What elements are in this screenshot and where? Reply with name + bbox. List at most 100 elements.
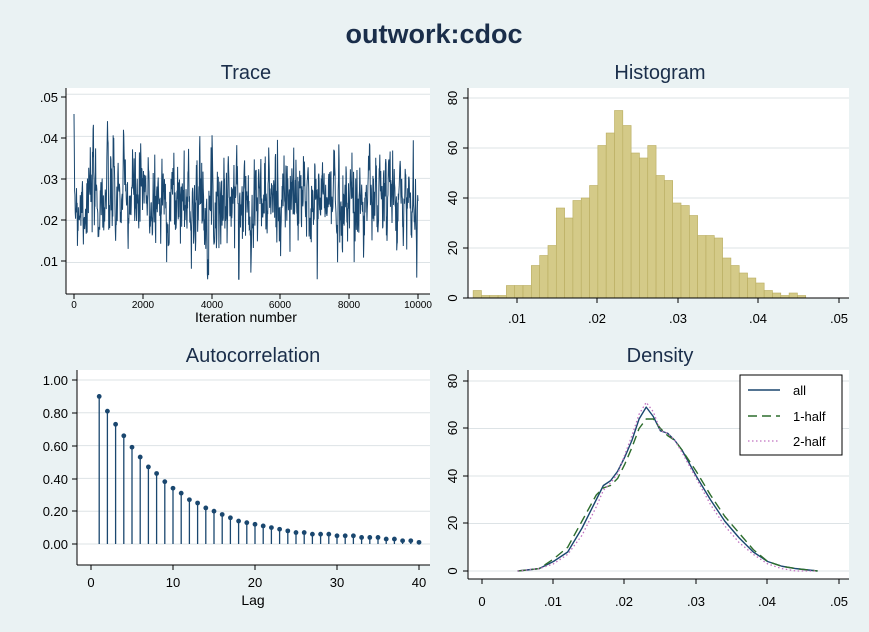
density-y-ticks: 0 20 40 60 80 [445, 374, 468, 575]
density-xtick-label: 0 [478, 594, 485, 609]
histogram-x-ticks: .01 .02 .03 .04 .05 [508, 298, 848, 326]
autocorrelation-point [236, 518, 242, 524]
autocorrelation-x-ticks: 0 10 20 30 40 [87, 565, 426, 590]
histogram-ytick-label: 80 [445, 91, 460, 105]
histogram-ytick-label: 40 [445, 191, 460, 205]
histogram-bar [689, 215, 698, 299]
histogram-bar [672, 202, 682, 299]
histogram-bar [506, 285, 516, 299]
histogram-bar [630, 152, 640, 299]
autocorrelation-point [105, 408, 110, 414]
autocorrelation-point [96, 394, 102, 399]
autocorrelation-point [252, 521, 258, 527]
autocorrelation-ytick-label: 0.40 [43, 472, 68, 487]
autocorrelation-xtick-label: 20 [248, 575, 262, 590]
trace-line [73, 113, 419, 280]
density-panel: Density 0 20 40 60 80 0 .01 .02 [445, 345, 849, 609]
histogram-y-ticks: 0 20 40 60 80 [445, 91, 468, 302]
histogram-bar [647, 145, 657, 299]
histogram-bar [639, 157, 649, 299]
histogram-bar [614, 110, 624, 299]
autocorrelation-y-ticks: 0.00 0.20 0.40 0.60 0.80 1.00 [43, 373, 77, 552]
trace-title: Trace [221, 62, 271, 84]
trace-xtick-label: 6000 [269, 300, 292, 311]
histogram-bar [472, 290, 482, 299]
autocorrelation-point [285, 528, 291, 534]
autocorrelation-point [146, 464, 151, 470]
density-ytick-label: 20 [445, 516, 460, 530]
autocorrelation-point [351, 533, 356, 539]
autocorrelation-point [187, 497, 192, 503]
trace-x-axis-label: Iteration number [195, 309, 297, 325]
autocorrelation-point [383, 536, 389, 542]
histogram-ytick-label: 0 [445, 294, 460, 301]
density-line-1-half [517, 418, 818, 572]
autocorrelation-xtick-label: 40 [412, 575, 426, 590]
autocorrelation-point [359, 535, 364, 540]
histogram-bar [564, 217, 574, 299]
legend-label-1-half: 1-half [793, 409, 826, 424]
legend-box [739, 374, 843, 456]
histogram-bar [680, 205, 690, 299]
autocorrelation-point [318, 531, 323, 537]
autocorrelation-point [334, 533, 340, 539]
density-xtick-label: .03 [687, 594, 705, 609]
density-xtick-label: .05 [830, 594, 848, 609]
density-title: Density [627, 345, 694, 367]
autocorrelation-ytick-label: 0.20 [43, 504, 68, 519]
autocorrelation-xtick-label: 0 [87, 575, 94, 590]
density-line-2-half [517, 401, 818, 572]
histogram-ytick-label: 20 [445, 241, 460, 255]
histogram-bar [531, 265, 540, 299]
histogram-bar [539, 255, 549, 299]
autocorrelation-ytick-label: 0.60 [43, 439, 68, 454]
histogram-xtick-label: .02 [588, 311, 606, 326]
histogram-xtick-label: .05 [830, 311, 848, 326]
histogram-xtick-label: .04 [749, 311, 767, 326]
legend-label-all: all [793, 383, 806, 398]
histogram-bar [655, 175, 665, 299]
autocorrelation-plot-area [77, 370, 430, 565]
autocorrelation-panel: Autocorrelation 0.00 0.20 0.40 0.60 0.80… [43, 345, 430, 608]
density-ytick-label: 40 [445, 469, 460, 483]
autocorrelation-point [121, 433, 127, 439]
autocorrelation-point [162, 479, 168, 485]
autocorrelation-point [113, 421, 118, 427]
autocorrelation-xtick-label: 30 [330, 575, 344, 590]
histogram-bar [747, 277, 757, 299]
autocorrelation-point [137, 454, 143, 460]
autocorrelation-point [326, 531, 332, 537]
histogram-bar [597, 145, 607, 299]
histogram-bar [664, 180, 674, 299]
histogram-bar [788, 292, 798, 299]
histogram-bar [755, 282, 765, 299]
histogram-bar [705, 235, 715, 299]
trace-ytick-label: .02 [40, 213, 58, 228]
autocorrelation-ytick-label: 0.80 [43, 406, 68, 421]
autocorrelation-point [195, 500, 201, 506]
autocorrelation-point [219, 512, 225, 517]
autocorrelation-point [228, 515, 233, 521]
autocorrelation-point [244, 520, 250, 526]
density-ytick-label: 80 [445, 374, 460, 388]
trace-y-ticks: .01 .02 .03 .04 .05 [40, 90, 66, 269]
density-xtick-label: .02 [615, 594, 633, 609]
autocorrelation-point [277, 526, 282, 532]
autocorrelation-x-axis-label: Lag [241, 592, 264, 608]
legend-label-2-half: 2-half [793, 434, 826, 449]
histogram-bar [514, 285, 524, 299]
autocorrelation-point [392, 536, 397, 542]
autocorrelation-point [375, 535, 381, 540]
histogram-ytick-label: 60 [445, 141, 460, 155]
histogram-bar [622, 125, 632, 299]
density-xtick-label: .04 [758, 594, 776, 609]
trace-ytick-label: .03 [40, 172, 58, 187]
autocorrelation-spikes [96, 394, 422, 545]
autocorrelation-point [129, 444, 135, 450]
autocorrelation-point [178, 490, 184, 496]
histogram-bar [547, 245, 557, 299]
histogram-bar [713, 237, 723, 299]
trace-xtick-label: 0 [71, 300, 77, 311]
histogram-title: Histogram [614, 62, 705, 84]
